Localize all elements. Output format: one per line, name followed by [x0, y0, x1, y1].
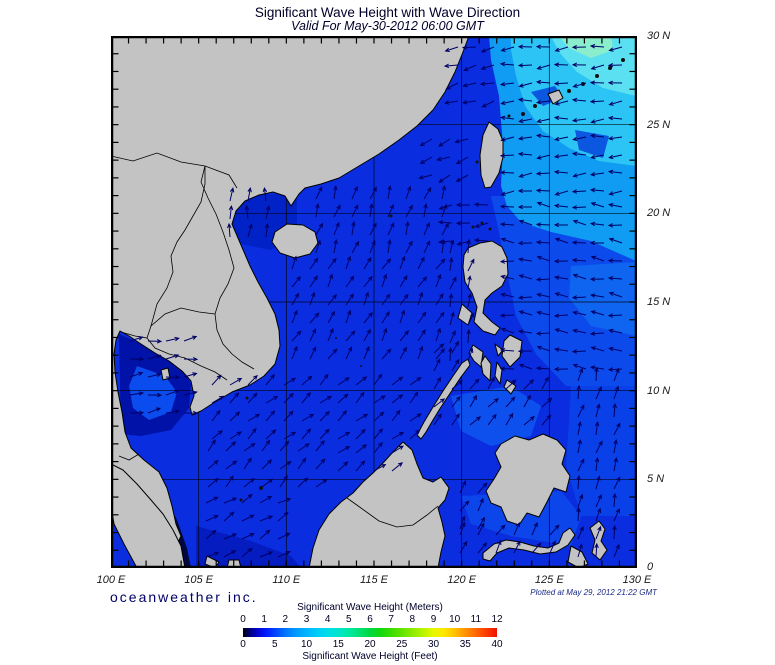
masbate-island [494, 343, 504, 357]
halmahera-island [589, 520, 608, 561]
islet-layer [239, 58, 625, 502]
feet-tick: 35 [459, 639, 471, 650]
phu-quoc-island [160, 367, 171, 381]
meters-tick: 5 [346, 614, 352, 625]
lat-label: 30 N [647, 30, 671, 42]
page-title: Significant Wave Height with Wave Direct… [254, 5, 521, 20]
feet-tick: 5 [271, 639, 278, 650]
feet-tick: 0 [240, 639, 246, 650]
colorbar-gradient [243, 628, 497, 637]
feet-tick: 30 [427, 639, 440, 650]
plotted-timestamp: Plotted at May 29, 2012 21:22 GMT [530, 588, 657, 597]
feet-tick: 15 [332, 639, 344, 650]
lon-label: 125 E [534, 574, 564, 586]
wave-direction-arrows [129, 44, 623, 558]
meters-tick: 11 [470, 614, 482, 625]
meters-tick: 9 [430, 614, 437, 625]
colorbar-feet-title: Significant Wave Height (Feet) [302, 651, 438, 662]
feet-tick: 25 [396, 639, 408, 650]
borneo-island [308, 441, 450, 569]
lat-label: 25 N [647, 118, 671, 131]
sumatra-island [110, 463, 186, 569]
luzon-island [462, 240, 509, 336]
map-container [110, 35, 638, 569]
meters-tick: 12 [491, 614, 503, 625]
border-layer [110, 152, 439, 528]
lon-label: 120 E [447, 574, 477, 586]
meters-tick: 4 [324, 614, 331, 625]
lon-label: 115 E [360, 574, 388, 586]
meters-tick: 0 [240, 614, 246, 625]
meters-tick: 2 [282, 614, 289, 625]
cebu-island [494, 361, 503, 385]
map-svg [110, 35, 638, 569]
meters-tick: 1 [261, 614, 267, 625]
meters-tick: 3 [303, 614, 310, 625]
feet-tick: 10 [300, 639, 313, 650]
axis-ticks [113, 38, 635, 566]
feet-tick: 20 [364, 639, 376, 650]
ryukyu-cluster [547, 89, 564, 105]
lon-label: 100 E [96, 574, 126, 586]
colorbar-meters-title: Significant Wave Height (Meters) [297, 602, 443, 613]
mindanao-island [485, 433, 571, 526]
bohol-island [503, 379, 517, 395]
meters-tick: 7 [388, 614, 394, 625]
meters-tick: 10 [449, 614, 461, 625]
hainan-island [271, 223, 319, 259]
lon-label: 130 E [622, 574, 652, 586]
lat-label: 20 N [647, 207, 671, 220]
mainland-asia [110, 35, 470, 547]
valid-time-subtitle: Valid For May-30-2012 06:00 GMT [291, 19, 484, 33]
lat-label: 0 [647, 561, 654, 573]
lon-label: 105 E [184, 574, 214, 586]
lat-label: 5 N [647, 473, 665, 486]
negros-island [480, 355, 492, 382]
meters-tick: 6 [367, 614, 373, 625]
meters-tick: 8 [409, 614, 416, 625]
lon-label: 110 E [272, 574, 301, 586]
oceanweather-logo-text: oceanweather inc. [110, 589, 258, 605]
feet-tick: 40 [491, 639, 503, 650]
colorbar: Significant Wave Height (Meters) 0 1 2 3… [240, 602, 502, 664]
lat-label: 10 N [647, 384, 671, 397]
lat-label: 15 N [647, 296, 671, 308]
map-frame [110, 35, 638, 569]
taiwan-island [479, 121, 504, 189]
